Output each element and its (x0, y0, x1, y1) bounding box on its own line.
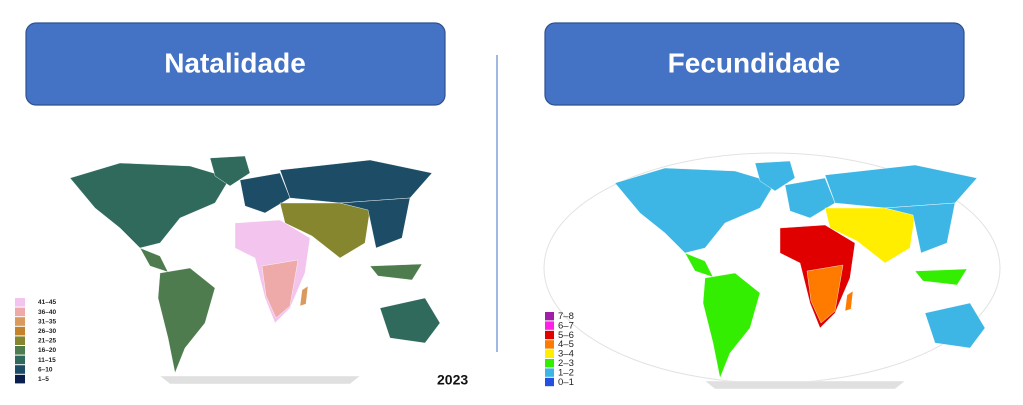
map-region (614, 167, 776, 254)
legend: 41–45 36–40 31–35 26–30 21–25 16–20 11–15 6–10 1… (15, 298, 56, 384)
map-region (139, 247, 169, 273)
map-region (299, 285, 309, 307)
map-region (209, 155, 251, 187)
map-region (702, 272, 761, 379)
legend-swatch (15, 317, 25, 326)
legend-label: 21–25 (38, 338, 56, 345)
map-region (159, 375, 361, 385)
map-region (369, 263, 423, 281)
map-region (279, 159, 433, 204)
map-region (806, 264, 844, 324)
map-region (339, 197, 411, 249)
legend-swatch (15, 355, 25, 365)
legend-label: 7–8 (558, 311, 574, 322)
legend-label: 2–3 (558, 358, 574, 369)
legend-swatch (545, 368, 554, 377)
legend-swatch (545, 359, 554, 368)
legend-swatch (15, 365, 25, 374)
legend-label: 6–7 (558, 320, 574, 331)
legend-label: 26–30 (38, 328, 56, 335)
title-box (25, 22, 446, 106)
year-label: 2023 (437, 372, 468, 388)
legend-label: 1–2 (558, 367, 574, 378)
map-region (884, 202, 956, 254)
legend-swatch (15, 374, 25, 384)
map-region (69, 162, 231, 249)
map-region (784, 177, 836, 219)
map-region (261, 259, 299, 319)
panel-title: Fecundidade (668, 47, 841, 78)
legend-swatch (15, 336, 25, 345)
map-fecundidade (614, 160, 986, 390)
legend-swatch (15, 346, 25, 355)
map-region (704, 380, 906, 390)
map-region (684, 252, 714, 278)
legend-label: 4–5 (558, 339, 574, 350)
map-natalidade (69, 155, 441, 385)
map-region (844, 290, 854, 312)
legend-label: 1–5 (38, 376, 49, 383)
legend-label: 41–45 (38, 299, 56, 306)
legend-label: 6–10 (38, 366, 53, 373)
map-region (914, 268, 968, 286)
map-region (824, 164, 978, 209)
legend-label: 31–35 (38, 318, 56, 325)
legend-swatch (545, 377, 554, 387)
map-region (379, 297, 441, 344)
panel-title: Natalidade (164, 47, 306, 78)
legend: 7–86–75–64–53–42–31–20–1 (545, 311, 574, 388)
legend-label: 3–4 (558, 349, 574, 360)
legend-label: 5–6 (558, 330, 574, 341)
legend-swatch (15, 326, 25, 336)
map-region (157, 267, 216, 374)
legend-label: 11–15 (38, 357, 56, 364)
legend-swatch (545, 312, 554, 321)
map-region (924, 302, 986, 349)
legend-swatch (545, 330, 554, 340)
legend-swatch (15, 298, 25, 307)
map-region (239, 172, 291, 214)
legend-swatch (545, 349, 554, 358)
legend-label: 36–40 (38, 309, 56, 316)
map-region (754, 160, 796, 192)
legend-swatch (545, 340, 554, 349)
legend-label: 0–1 (558, 377, 574, 388)
title-box (544, 22, 965, 106)
legend-swatch (545, 321, 554, 330)
legend-label: 16–20 (38, 347, 56, 354)
legend-swatch (15, 307, 25, 317)
